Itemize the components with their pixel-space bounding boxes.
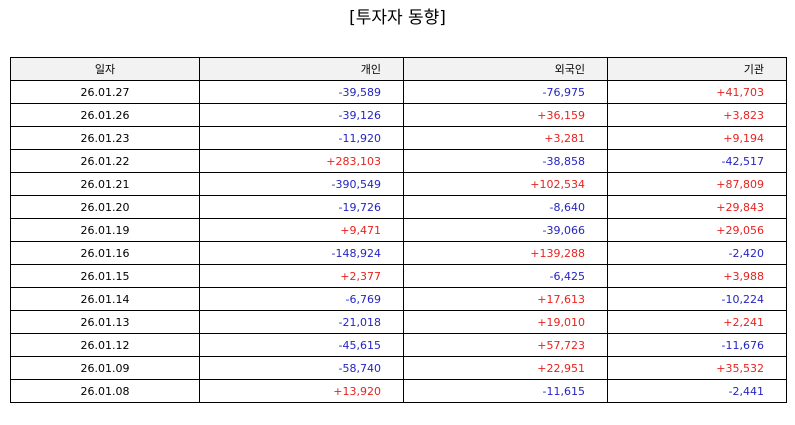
individual-cell: -6,769 — [199, 287, 404, 311]
date-cell: 26.01.21 — [10, 172, 200, 196]
table-row: 26.01.27 -39,589 -76,975 +41,703 — [10, 80, 787, 104]
table-row: 26.01.15 +2,377 -6,425 +3,988 — [10, 264, 787, 288]
institution-cell: +29,843 — [607, 195, 787, 219]
foreign-cell: +139,288 — [403, 241, 608, 265]
table-row: 26.01.13 -21,018 +19,010 +2,241 — [10, 310, 787, 334]
table-row: 26.01.12 -45,615 +57,723 -11,676 — [10, 333, 787, 357]
individual-cell: -390,549 — [199, 172, 404, 196]
date-cell: 26.01.13 — [10, 310, 200, 334]
institution-cell: +3,823 — [607, 103, 787, 127]
foreign-cell: +3,281 — [403, 126, 608, 150]
institution-cell: +41,703 — [607, 80, 787, 104]
foreign-cell: -8,640 — [403, 195, 608, 219]
foreign-cell: -6,425 — [403, 264, 608, 288]
date-cell: 26.01.12 — [10, 333, 200, 357]
individual-cell: -19,726 — [199, 195, 404, 219]
individual-cell: +9,471 — [199, 218, 404, 242]
date-cell: 26.01.26 — [10, 103, 200, 127]
date-cell: 26.01.09 — [10, 356, 200, 380]
table-row: 26.01.22 +283,103 -38,858 -42,517 — [10, 149, 787, 173]
foreign-cell: +22,951 — [403, 356, 608, 380]
table-row: 26.01.09 -58,740 +22,951 +35,532 — [10, 356, 787, 380]
institution-cell: +29,056 — [607, 218, 787, 242]
individual-cell: -21,018 — [199, 310, 404, 334]
individual-cell: +2,377 — [199, 264, 404, 288]
table-row: 26.01.23 -11,920 +3,281 +9,194 — [10, 126, 787, 150]
individual-cell: -11,920 — [199, 126, 404, 150]
date-cell: 26.01.23 — [10, 126, 200, 150]
institution-cell: +3,988 — [607, 264, 787, 288]
individual-cell: +13,920 — [199, 379, 404, 403]
institution-cell: +2,241 — [607, 310, 787, 334]
individual-cell: -39,589 — [199, 80, 404, 104]
foreign-cell: -39,066 — [403, 218, 608, 242]
foreign-cell: +19,010 — [403, 310, 608, 334]
foreign-cell: -76,975 — [403, 80, 608, 104]
table-row: 26.01.08 +13,920 -11,615 -2,441 — [10, 379, 787, 403]
institution-cell: +9,194 — [607, 126, 787, 150]
institution-cell: -2,420 — [607, 241, 787, 265]
foreign-cell: +102,534 — [403, 172, 608, 196]
date-cell: 26.01.16 — [10, 241, 200, 265]
date-cell: 26.01.27 — [10, 80, 200, 104]
institution-cell: -2,441 — [607, 379, 787, 403]
investor-trend-table: 일자 개인 외국인 기관 26.01.27 -39,589 -76,975 +41,7… — [10, 57, 787, 403]
date-cell: 26.01.15 — [10, 264, 200, 288]
foreign-cell: -38,858 — [403, 149, 608, 173]
institution-cell: +35,532 — [607, 356, 787, 380]
date-cell: 26.01.19 — [10, 218, 200, 242]
individual-cell: -45,615 — [199, 333, 404, 357]
institution-cell: -10,224 — [607, 287, 787, 311]
table-header-row: 일자 개인 외국인 기관 — [10, 57, 787, 81]
table-body: 26.01.27 -39,589 -76,975 +41,703 26.01.26 -39… — [10, 80, 787, 403]
institution-cell: -42,517 — [607, 149, 787, 173]
foreign-cell: +36,159 — [403, 103, 608, 127]
table-row: 26.01.14 -6,769 +17,613 -10,224 — [10, 287, 787, 311]
individual-cell: -39,126 — [199, 103, 404, 127]
table-row: 26.01.26 -39,126 +36,159 +3,823 — [10, 103, 787, 127]
institution-cell: -11,676 — [607, 333, 787, 357]
column-header-date: 일자 — [10, 57, 200, 81]
table-row: 26.01.19 +9,471 -39,066 +29,056 — [10, 218, 787, 242]
foreign-cell: +17,613 — [403, 287, 608, 311]
individual-cell: -148,924 — [199, 241, 404, 265]
individual-cell: +283,103 — [199, 149, 404, 173]
date-cell: 26.01.08 — [10, 379, 200, 403]
institution-cell: +87,809 — [607, 172, 787, 196]
date-cell: 26.01.20 — [10, 195, 200, 219]
individual-cell: -58,740 — [199, 356, 404, 380]
table-row: 26.01.20 -19,726 -8,640 +29,843 — [10, 195, 787, 219]
column-header-foreign: 외국인 — [403, 57, 608, 81]
foreign-cell: -11,615 — [403, 379, 608, 403]
column-header-institution: 기관 — [607, 57, 787, 81]
column-header-individual: 개인 — [199, 57, 404, 81]
foreign-cell: +57,723 — [403, 333, 608, 357]
date-cell: 26.01.14 — [10, 287, 200, 311]
page-title: [투자자 동향] — [349, 8, 446, 28]
table-row: 26.01.16 -148,924 +139,288 -2,420 — [10, 241, 787, 265]
date-cell: 26.01.22 — [10, 149, 200, 173]
table-row: 26.01.21 -390,549 +102,534 +87,809 — [10, 172, 787, 196]
